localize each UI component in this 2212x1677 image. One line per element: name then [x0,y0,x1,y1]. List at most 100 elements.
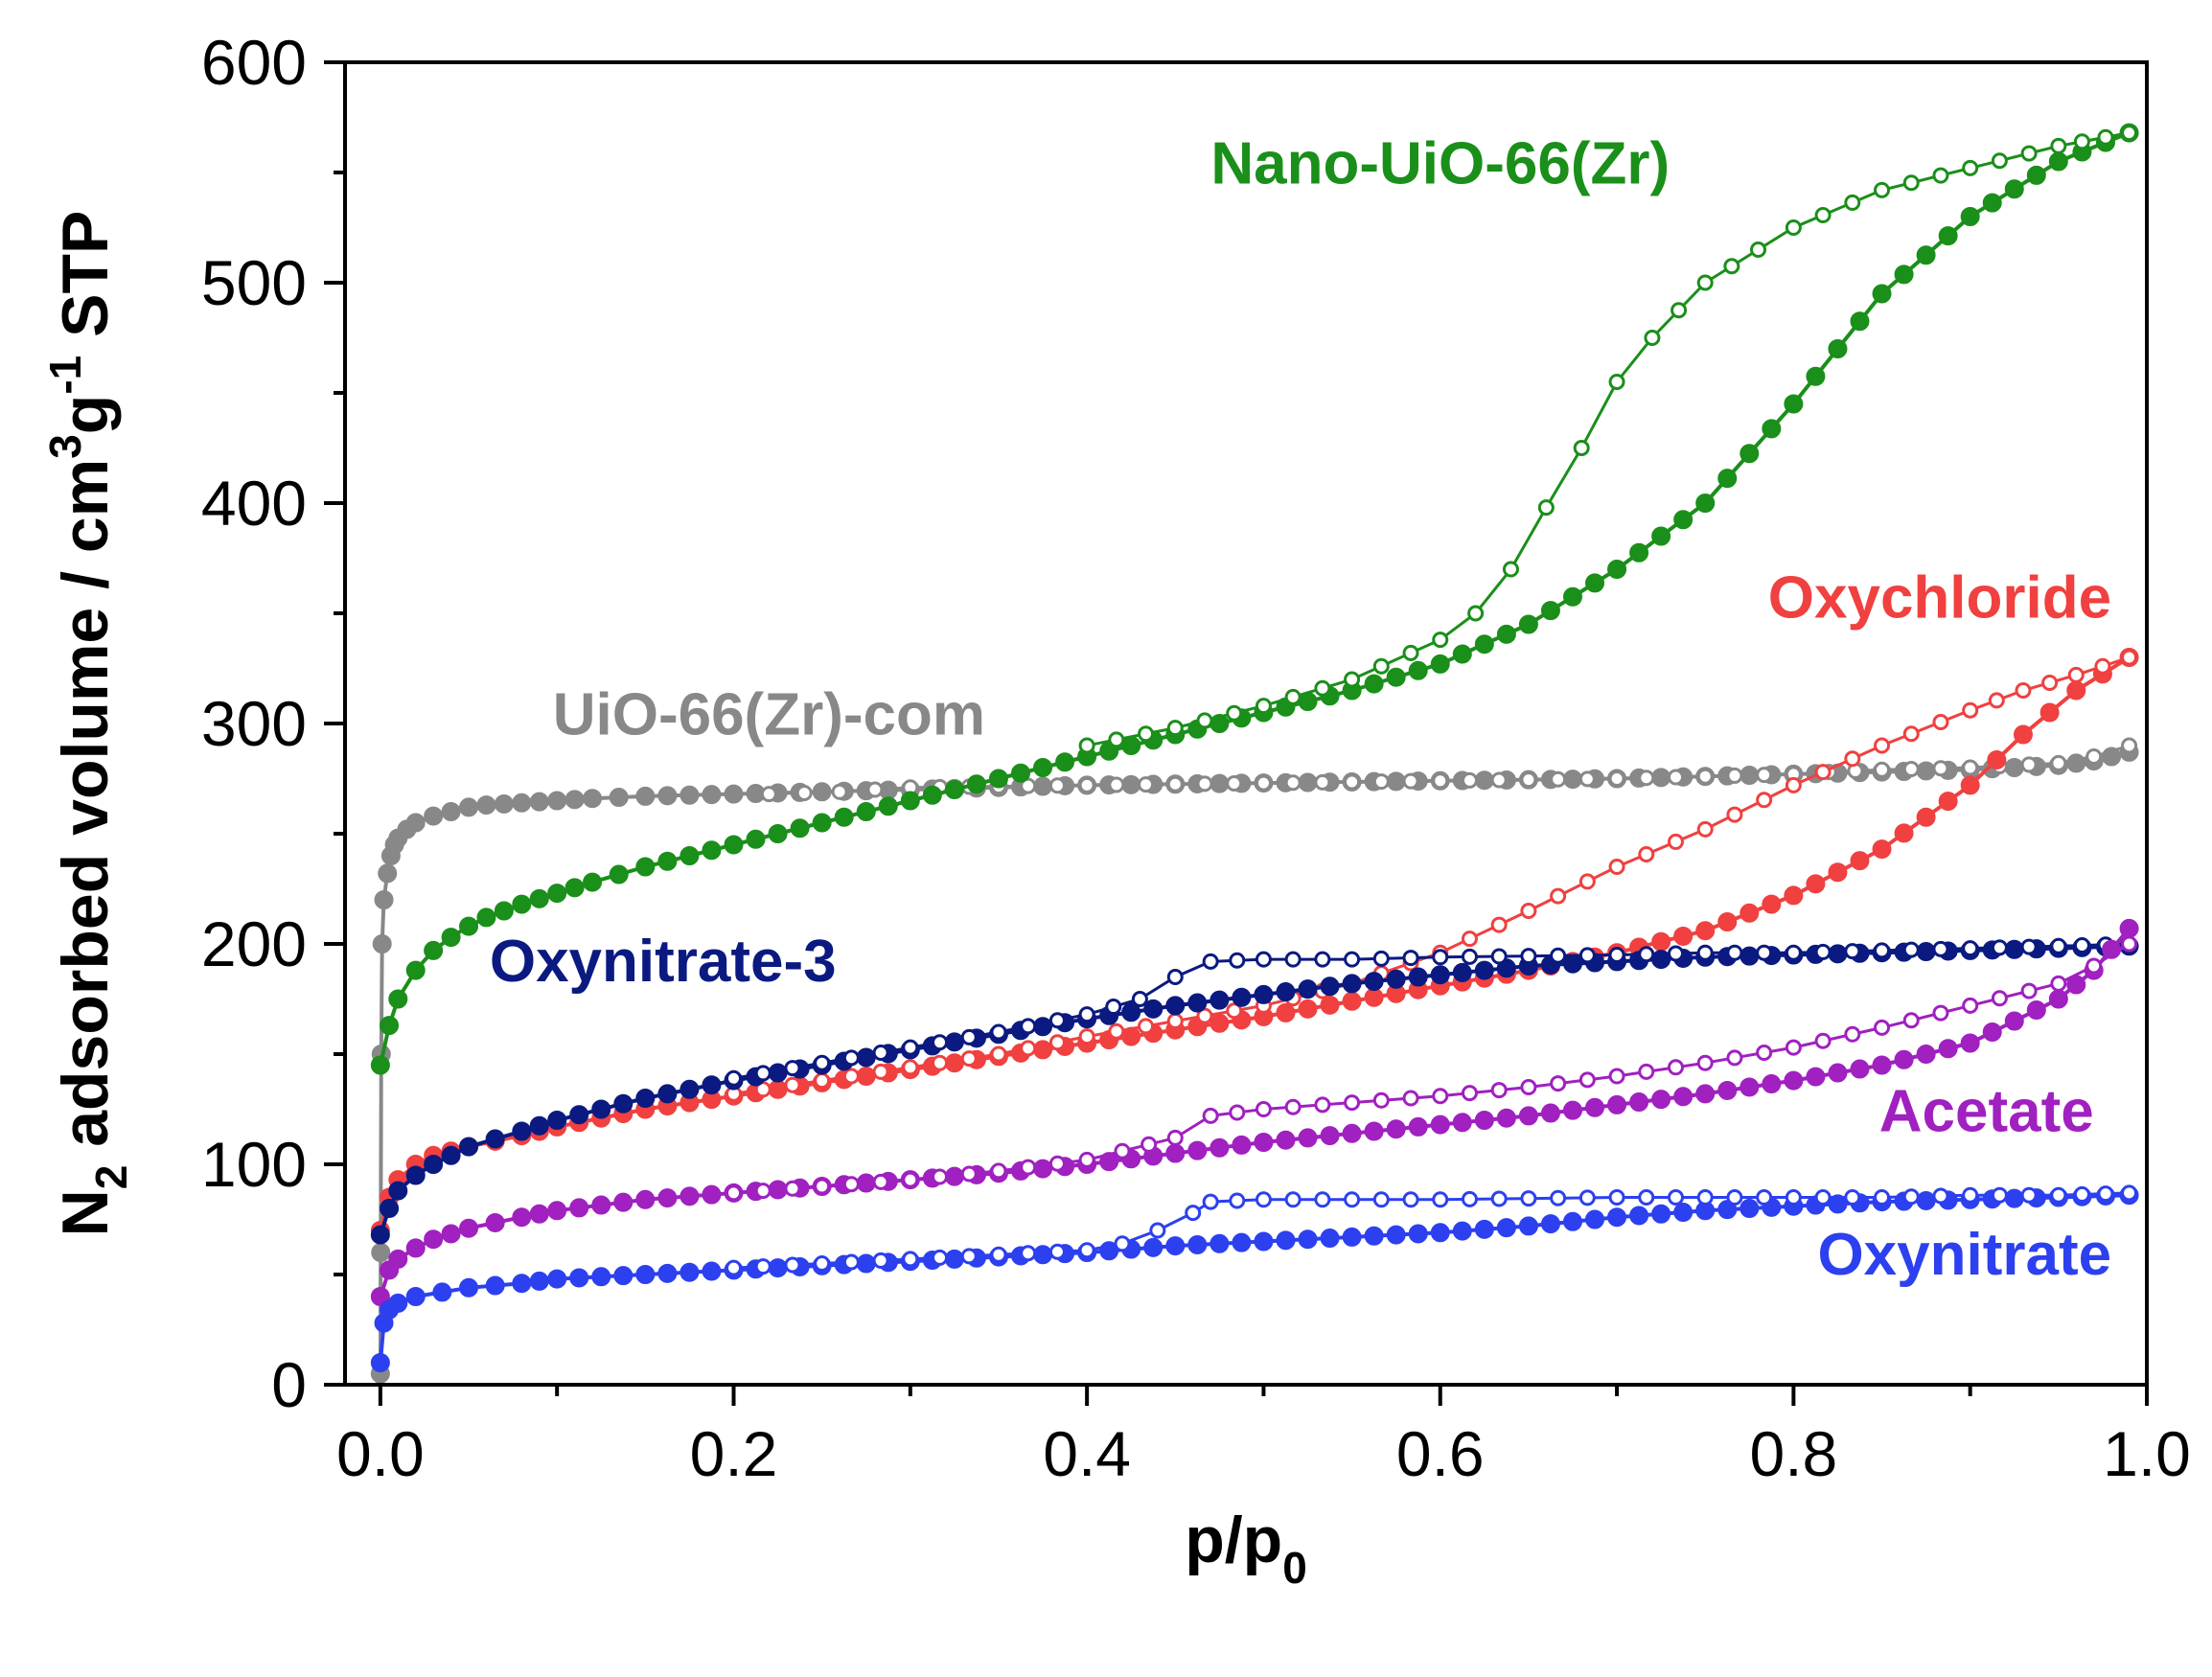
adsorption-point [1916,245,1936,265]
desorption-point [2085,957,2103,975]
adsorption-point [1121,774,1141,794]
adsorption-point [2048,989,2068,1009]
adsorption-point [1430,1114,1450,1135]
desorption-point [1962,997,1979,1014]
adsorption-point [1033,758,1053,777]
adsorption-point [1011,763,1030,783]
desorption-point [1372,773,1390,791]
adsorption-point [2102,939,2122,959]
desorption-point [2073,1185,2090,1203]
desorption-point [1226,774,1243,792]
adsorption-point [1452,1113,1472,1133]
adsorption-point [2026,1000,2046,1020]
adsorption-point [459,1218,479,1238]
adsorption-point [1364,1226,1384,1246]
desorption-point [2020,756,2038,773]
adsorption-point [702,1261,722,1281]
series-label: Acetate [1879,1079,2094,1145]
adsorption-point [1717,912,1738,931]
desorption-point [1490,1082,1508,1099]
desorption-point [1048,1155,1066,1172]
desorption-point [1726,1189,1743,1206]
desorption-point [1696,768,1714,785]
desorption-point [1671,302,1688,319]
adsorption-point [2066,975,2086,995]
desorption-point [1166,720,1184,737]
desorption-point [2121,1184,2138,1202]
adsorption-point [856,1047,876,1068]
desorption-point [1255,774,1272,792]
adsorption-point [1165,1236,1186,1256]
adsorption-point [1960,775,1980,795]
desorption-point [842,1049,860,1067]
adsorption-point [1187,1234,1208,1254]
series-label: Oxynitrate-3 [490,929,837,995]
adsorption-point [512,1274,532,1294]
series-oxynitrate [370,1184,2139,1372]
desorption-point [1932,167,1949,184]
adsorption-point [374,890,394,909]
desorption-point [1372,657,1390,675]
adsorption-point [2004,179,2024,199]
desorption-point [1202,1107,1219,1124]
adsorption-point [680,846,700,865]
desorption-point [1756,1044,1773,1061]
desorption-point [1402,644,1419,661]
adsorption-point [1298,772,1318,793]
y-tick-label: 0 [271,1349,307,1420]
desorption-point [1844,1189,1861,1206]
adsorption-point [1518,614,1538,634]
desorption-point [1078,1151,1095,1168]
desorption-point [1196,775,1213,793]
adsorption-point [988,769,1008,789]
adsorption-point [459,797,479,817]
adsorption-point [1165,996,1186,1016]
adsorption-point [485,1212,505,1232]
adsorption-point [1210,714,1230,733]
adsorption-point [380,1016,400,1036]
desorption-point [1490,916,1508,933]
adsorption-point [380,1199,400,1218]
desorption-point [1608,1068,1625,1085]
adsorption-point [1894,823,1914,843]
series-label: Nano-UiO-66(Zr) [1210,131,1670,197]
desorption-point [1638,1063,1655,1080]
series-oxynitrate-3 [370,935,2139,1245]
x-tick-label: 1.0 [2103,1418,2191,1489]
desorption-point [1314,773,1331,791]
desorption-point [2041,674,2059,691]
adsorption-point [494,793,514,814]
adsorption-point [1342,991,1362,1011]
adsorption-point [432,1282,452,1302]
adsorption-point [1562,953,1582,974]
adsorption-point [2004,1188,2024,1208]
desorption-point [1537,499,1555,517]
adsorption-point [1210,1137,1230,1158]
adsorption-point [1651,931,1671,952]
desorption-point [1874,1019,1891,1036]
adsorption-point [2013,724,2033,745]
adsorption-point [1717,469,1738,489]
adsorption-point [922,785,942,805]
desorption-point [932,1249,949,1266]
adsorption-point [1740,1077,1760,1097]
adsorption-point [583,872,603,892]
adsorption-point [635,1089,656,1108]
adsorption-point [1121,736,1141,755]
adsorption-point [966,774,986,794]
adsorption-point [635,1265,656,1284]
desorption-point [1078,737,1095,754]
desorption-point [2050,975,2067,992]
adsorption-point [1673,1087,1694,1107]
desorption-point [1344,773,1361,791]
adsorption-point [2039,702,2060,723]
series-acetate [370,918,2139,1306]
adsorption-point [1320,1229,1340,1249]
adsorption-point [1474,634,1494,655]
adsorption-point [1143,1237,1164,1257]
desorption-point [1461,930,1478,948]
desorption-point [1902,1188,1920,1206]
y-tick-label: 400 [201,468,307,539]
desorption-point [1667,945,1684,962]
desorption-point [1844,750,1861,768]
